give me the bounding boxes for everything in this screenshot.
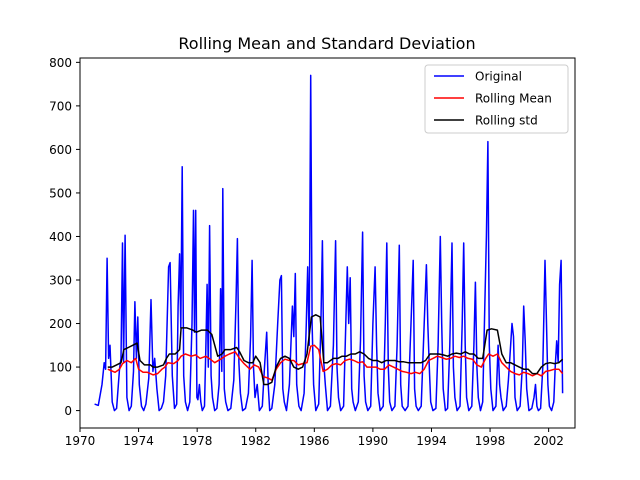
- y-tick-label: 0: [64, 404, 72, 418]
- legend-box: [424, 64, 569, 134]
- x-axis-ticks: 1970 1974 1978 1982 1986 1990 1994 1998 2002: [65, 428, 564, 448]
- y-tick-label: 600: [49, 143, 72, 157]
- x-tick-label: 1986: [299, 434, 330, 448]
- y-tick-label: 800: [49, 56, 72, 70]
- x-tick-label: 1974: [123, 434, 154, 448]
- legend-label: Original: [475, 70, 522, 84]
- y-tick-label: 700: [49, 99, 72, 113]
- series-layer: [94, 74, 564, 412]
- series-line-rolling-mean: [107, 344, 564, 381]
- plot-frame: [79, 57, 576, 429]
- y-tick-label: 400: [49, 230, 72, 244]
- x-tick-label: 2002: [533, 434, 564, 448]
- y-tick-label: 200: [49, 317, 72, 331]
- x-tick-label: 1994: [416, 434, 447, 448]
- y-tick-label: 100: [49, 361, 72, 375]
- chart-title: Rolling Mean and Standard Deviation: [178, 34, 475, 53]
- legend-label: Rolling Mean: [475, 92, 552, 106]
- y-axis-ticks: 0 100 200 300 400 500 600 700 800: [49, 56, 80, 418]
- y-tick-label: 300: [49, 274, 72, 288]
- x-tick-label: 1982: [240, 434, 271, 448]
- x-tick-label: 1990: [358, 434, 389, 448]
- x-tick-label: 1970: [65, 434, 96, 448]
- legend: Original Rolling Mean Rolling std: [424, 64, 569, 134]
- series-line-rolling-std: [107, 314, 564, 386]
- y-tick-label: 500: [49, 186, 72, 200]
- legend-label: Rolling std: [475, 114, 538, 128]
- x-tick-label: 1978: [182, 434, 213, 448]
- x-tick-label: 1998: [475, 434, 506, 448]
